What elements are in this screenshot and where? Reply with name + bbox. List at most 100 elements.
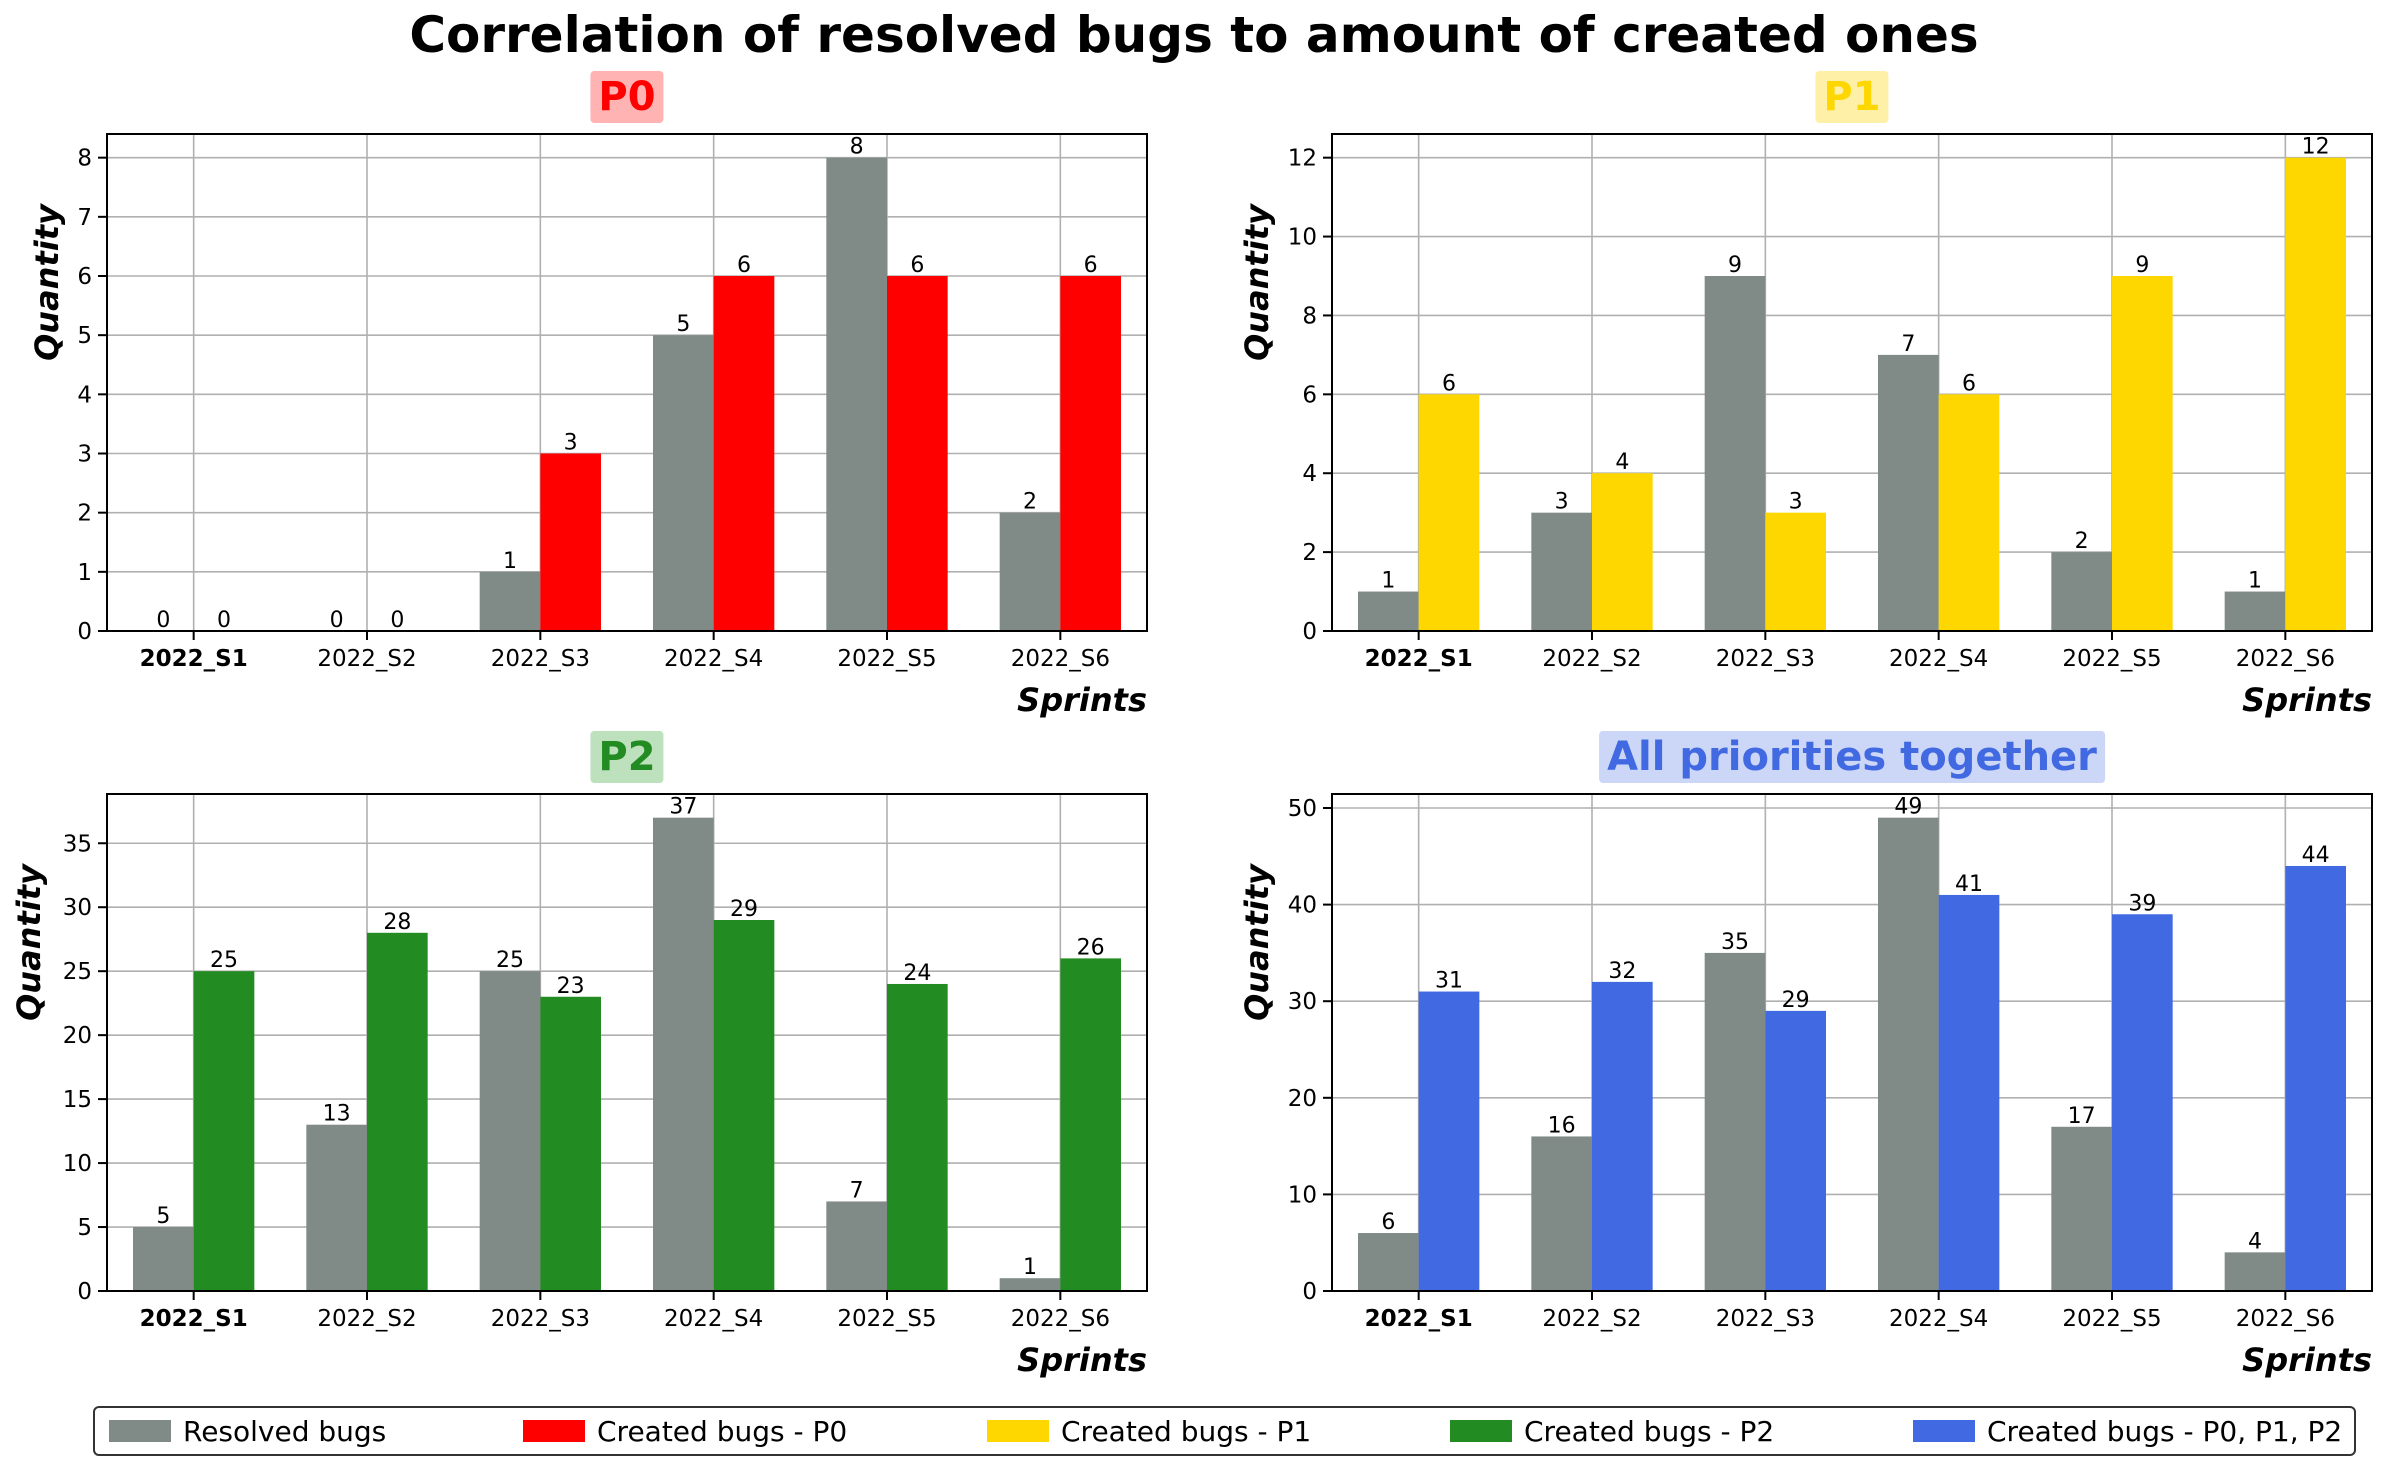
data-label: 6 [910,253,924,278]
legend-item-all: Created bugs - P0, P1, P2 [1913,1408,2342,1454]
y-tick-label: 15 [63,1087,92,1113]
legend-item-p0: Created bugs - P0 [523,1408,847,1454]
data-label: 1 [2248,569,2262,594]
x-tick-label: 2022_S3 [491,1306,590,1332]
bar [2051,552,2112,631]
data-label: 6 [1381,1210,1395,1235]
x-tick-label: 2022_S1 [140,1306,248,1332]
plot-frame [1331,133,2373,632]
legend-swatch-resolved [109,1420,171,1442]
data-label: 6 [1442,371,1456,396]
data-label: 29 [730,897,758,922]
legend-label-all: Created bugs - P0, P1, P2 [1987,1414,2343,1448]
y-tick-label: 10 [1288,1182,1317,1208]
bar [1592,981,1653,1291]
bar [826,1201,887,1291]
data-label: 1 [503,549,517,574]
x-tick-label: 2022_S4 [664,1306,763,1332]
y-tick-label: 1 [77,560,92,586]
panel-title-p2: P2 [590,731,664,783]
bar [2224,591,2286,631]
bar [1765,1010,1826,1291]
data-label: 13 [323,1102,351,1127]
y-tick-label: 5 [77,1215,92,1241]
x-tick-label: 2022_S3 [1716,1306,1815,1332]
bar [1060,958,1121,1291]
y-tick-label: 35 [63,831,92,857]
bar [1418,991,1480,1291]
data-label: 0 [156,608,170,633]
y-tick-label: 3 [77,442,92,468]
x-axis-label: Sprints [2242,1341,2372,1379]
legend-label-p0: Created bugs - P0 [597,1414,848,1448]
y-tick-label: 4 [1302,461,1317,487]
data-label: 4 [1615,450,1629,475]
y-tick-label: 0 [1302,1279,1317,1305]
bar [887,276,948,631]
y-tick-label: 40 [1288,893,1317,919]
data-label: 3 [564,431,578,456]
panel-title-p1: P1 [1815,71,1889,123]
data-label: 8 [850,135,864,160]
x-tick-label: 2022_S5 [837,1306,936,1332]
bar [887,983,948,1291]
x-tick-label: 2022_S5 [2062,1306,2161,1332]
x-tick-label: 2022_S6 [2236,646,2335,672]
y-tick-label: 0 [77,619,92,645]
data-label: 25 [210,948,238,973]
bar [2051,1126,2112,1291]
data-label: 17 [2068,1104,2096,1129]
data-label: 4 [2248,1229,2262,1254]
x-tick-label: 2022_S4 [1889,1306,1988,1332]
x-tick-label: 2022_S2 [317,646,416,672]
legend-swatch-p1 [987,1420,1049,1442]
bar [1765,512,1826,631]
chart-panel-0: 0 0 1 5 8 2 0 0 3 6 6 6 0 1 2 3 4 5 6 7 8 2022_S1 2022_S2 2022_… [28,133,1148,719]
y-axis-label: Quantity [10,863,48,1021]
bar [1878,354,1939,631]
data-label: 7 [850,1178,864,1203]
data-label: 5 [156,1204,170,1229]
x-tick-label: 2022_S4 [1889,646,1988,672]
y-tick-label: 20 [63,1023,92,1049]
bar [2285,865,2346,1291]
bar [1418,394,1480,631]
data-label: 32 [1608,959,1636,984]
y-tick-label: 25 [63,959,92,985]
data-label: 49 [1894,795,1922,820]
x-tick-label: 2022_S3 [1716,646,1815,672]
data-label: 3 [1789,490,1803,515]
data-label: 0 [330,608,344,633]
data-label: 2 [2075,529,2089,554]
data-label: 37 [669,795,697,820]
data-label: 24 [903,961,931,986]
data-label: 35 [1721,930,1749,955]
y-tick-label: 0 [1302,619,1317,645]
chart-panel-1: 1 3 9 7 2 1 6 4 3 6 9 12 0 2 4 6 8 10 12 2022_S1 2022_S2 2022… [1238,133,2373,719]
data-label: 6 [1962,371,1976,396]
x-tick-label: 2022_S2 [317,1306,416,1332]
bar [540,996,601,1291]
bar [653,817,714,1291]
data-label: 26 [1077,935,1105,960]
y-tick-label: 2 [77,501,92,527]
y-tick-label: 8 [1302,303,1317,329]
data-label: 6 [1084,253,1098,278]
data-label: 16 [1548,1113,1576,1138]
data-label: 3 [1555,490,1569,515]
y-tick-label: 4 [77,382,92,408]
data-label: 0 [217,608,231,633]
bar [306,1124,367,1291]
legend-swatch-p2 [1450,1420,1512,1442]
data-label: 9 [2135,253,2149,278]
x-tick-label: 2022_S2 [1542,1306,1641,1332]
x-tick-label: 2022_S4 [664,646,763,672]
y-tick-label: 8 [77,146,92,172]
chart-panel-2: 5 13 25 37 7 1 25 28 23 29 24 26 0 5 10 15 20 25 30 35 2022_… [10,793,1148,1379]
y-axis-label: Quantity [1238,203,1276,361]
y-axis-label: Quantity [28,203,66,361]
x-tick-label: 2022_S5 [837,646,936,672]
legend: Resolved bugs Created bugs - P0 Created … [93,1406,2356,1456]
